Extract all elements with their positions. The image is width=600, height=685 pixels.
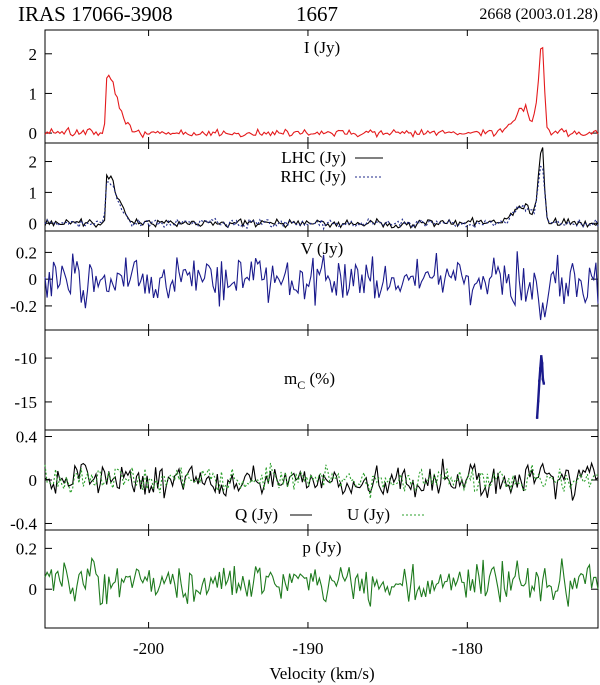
y-tick-label: 0 (29, 124, 38, 143)
panel-V: -0.2 0 0.2 V (Jy) (10, 230, 599, 331)
panel-p: 0 0.2 p (Jy) (16, 529, 599, 629)
y-tick-label: 0 (29, 471, 38, 490)
panel-mC: -15 -10 mC (%) (14, 329, 599, 431)
y-tick-label: 0 (29, 270, 38, 289)
x-tick-label: -200 (133, 639, 164, 658)
data-point (538, 379, 541, 383)
panel-label: V (Jy) (301, 239, 344, 258)
x-tick-label: -180 (452, 639, 483, 658)
series-v (44, 251, 599, 321)
data-point (535, 416, 539, 419)
series-p (44, 556, 599, 607)
data-point (540, 355, 543, 358)
observation-label: 2668 (2003.01.28) (479, 6, 598, 23)
data-point (539, 367, 542, 370)
y-tick-label: 0.4 (16, 428, 38, 447)
y-tick-label: -0.2 (10, 297, 37, 316)
frequency-label: 1667 (296, 2, 338, 26)
y-tick-label: -0.4 (10, 514, 37, 533)
data-point (537, 399, 540, 403)
panel-label: I (Jy) (304, 38, 340, 57)
x-axis: -200 -190 -180 Velocity (km/s) (133, 639, 483, 683)
data-point (541, 377, 545, 381)
source-name: IRAS 17066-3908 (18, 2, 173, 26)
legend-label: RHC (Jy) (280, 167, 346, 186)
panel-I: 0 1 2 I (Jy) (29, 29, 599, 144)
legend-label: Q (Jy) (235, 505, 278, 524)
data-point (540, 362, 544, 365)
y-tick-label: 0 (29, 214, 38, 233)
series-mC (535, 356, 545, 418)
y-tick-label: 2 (29, 45, 38, 64)
legend-label: U (Jy) (347, 505, 390, 524)
y-tick-label: 0 (29, 580, 38, 599)
panel-QU: -0.4 0 0.4 Q (Jy) U (Jy) (10, 428, 599, 533)
panel-label: mC (%) (284, 369, 335, 392)
y-tick-label: 0.2 (16, 539, 37, 558)
y-tick-label: 1 (29, 84, 38, 103)
y-tick-label: -15 (14, 393, 37, 412)
panel-LR: 0 1 2 LHC (Jy)RHC (Jy) (29, 142, 599, 233)
data-point (542, 382, 546, 385)
series-q (44, 458, 599, 501)
series-u (44, 462, 599, 499)
series-i (44, 46, 599, 139)
panels-group: 0 1 2 I (Jy) 0 1 2 LHC (Jy)RHC (Jy) -0.2 0 0.2 V (J… (10, 29, 599, 629)
y-tick-label: 0.2 (16, 243, 37, 262)
panel-label: p (Jy) (302, 538, 341, 557)
y-tick-label: -10 (14, 349, 37, 368)
legend-label: LHC (Jy) (281, 148, 346, 167)
panel-frame (44, 529, 599, 629)
y-tick-label: 2 (29, 153, 38, 172)
x-tick-label: -190 (292, 639, 323, 658)
y-tick-label: 1 (29, 183, 38, 202)
panel-frame (44, 429, 599, 531)
x-axis-label: Velocity (km/s) (269, 664, 374, 683)
